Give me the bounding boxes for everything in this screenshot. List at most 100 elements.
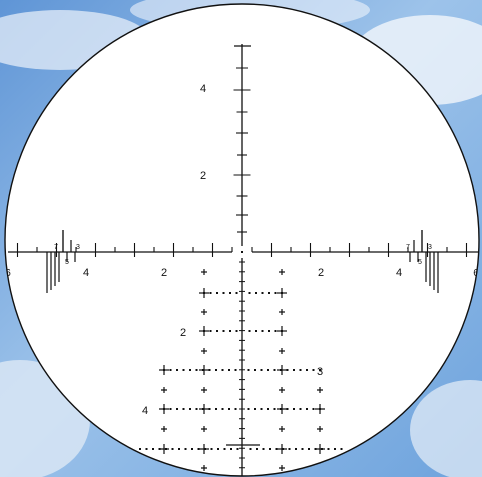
hold-dot [308,448,310,450]
hold-dot [269,448,271,450]
hold-dot [216,292,218,294]
hold-dot [215,369,217,371]
hold-dot [247,369,250,371]
hold-dot [260,369,263,371]
hold-dot [228,408,230,410]
reticle-label: 5 [418,259,422,266]
hold-dot [286,369,289,371]
reticle-label: 2 [180,327,186,339]
hold-dot [248,292,251,294]
hold-dot [169,369,172,371]
hold-dot [248,330,251,332]
reticle-label: 2 [318,267,324,279]
hold-dot [221,369,224,371]
hold-dot [236,448,239,450]
hold-dot [306,408,308,410]
hold-dot [221,408,224,410]
hold-dot [145,448,148,450]
hold-dot [274,292,277,294]
hold-dot [254,369,256,371]
hold-dot [191,448,193,450]
reticle-labels: 4 2 6 4 2 2 4 6 7 3 5 7 3 5 2 4 3 [5,83,479,417]
hold-dot [169,408,172,410]
hold-dot [261,330,264,332]
reticle-label: 2 [200,170,206,182]
hold-dot [327,448,330,450]
hold-dot [222,292,225,294]
hold-dot [210,448,213,450]
hold-dot [255,330,257,332]
hold-dot [340,448,343,450]
hold-dot [299,408,302,410]
hold-dot [286,408,289,410]
hold-dot [334,448,336,450]
hold-dot [293,408,295,410]
hold-dot [299,369,302,371]
hold-dot [217,448,219,450]
hold-dot [209,330,212,332]
reticle-label: 4 [83,267,89,279]
reticle-label: 4 [142,405,148,417]
hold-dot [293,369,295,371]
hold-dot [229,330,231,332]
hold-dot [267,408,269,410]
hold-dot [268,330,270,332]
hold-dot [262,448,265,450]
hold-dot [255,292,257,294]
hold-dot [301,448,304,450]
hold-dot [274,330,277,332]
hold-dot [208,369,211,371]
hold-dot [295,448,297,450]
reticle-label: 3 [76,244,80,251]
hold-dot [319,369,321,371]
hold-dot [235,330,238,332]
hold-dot [273,369,276,371]
hold-dot [176,369,178,371]
hold-dot [178,448,180,450]
hold-dot [208,408,211,410]
hold-dot [256,448,258,450]
reticle-label: 5 [65,259,69,266]
hold-dot [182,369,185,371]
hold-dot [215,408,217,410]
hold-dot [171,448,174,450]
hold-dot [260,408,263,410]
hold-dot [288,448,291,450]
hold-dot [195,408,198,410]
reticle-label: 6 [473,268,479,279]
hold-dot [184,448,187,450]
reticle-label: 7 [54,244,58,251]
reticle-label: 4 [200,83,206,95]
reticle-label: 3 [428,244,432,251]
reticle-label: 6 [5,268,11,279]
reticle-label: 7 [406,244,410,251]
hold-dot [223,448,226,450]
hold-dot [189,408,191,410]
hold-dot [275,448,278,450]
hold-dot [234,369,237,371]
hold-dot [306,369,308,371]
reticle-label: 3 [317,366,323,378]
hold-dot [228,369,230,371]
center-dot [241,251,243,253]
hold-dot [312,369,315,371]
hold-dot [222,330,225,332]
hold-dot [229,292,231,294]
hold-dot [249,448,252,450]
reticle-label: 4 [396,267,402,279]
hold-dot [216,330,218,332]
hold-dot [235,292,238,294]
hold-dot [234,408,237,410]
hold-dot [230,448,232,450]
hold-dot [176,408,178,410]
hold-dot [197,448,200,450]
hold-dot [139,448,141,450]
hold-dot [254,408,256,410]
hold-dot [152,448,154,450]
hold-dot [261,292,264,294]
hold-dot [247,408,250,410]
reticle-label: 2 [161,267,167,279]
hold-dot [195,369,198,371]
hold-dot [312,408,315,410]
reticle [8,44,478,476]
